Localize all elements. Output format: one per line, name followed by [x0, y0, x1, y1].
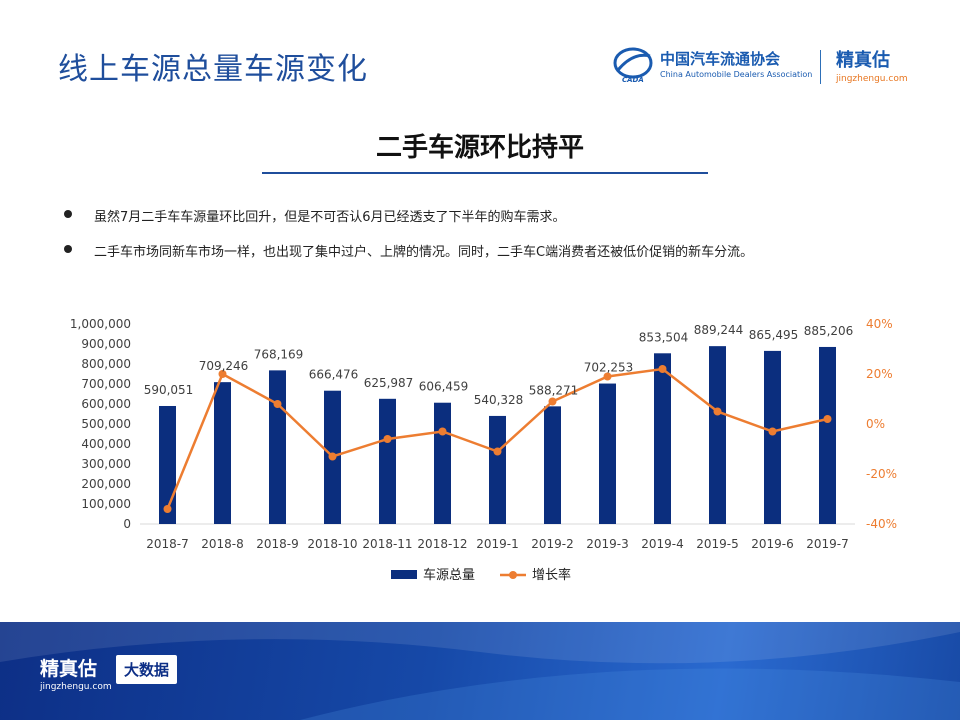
- legend-label-bar: 车源总量: [423, 567, 475, 583]
- y-tick-label-right: -20%: [866, 467, 897, 481]
- y-tick-label-right: 20%: [866, 367, 893, 381]
- bar: [544, 406, 561, 524]
- line-point: [383, 435, 392, 443]
- bar: [764, 350, 781, 524]
- x-tick-label: 2018-7: [146, 537, 189, 551]
- y-tick-label-left: 0: [123, 517, 131, 531]
- x-tick-label: 2019-4: [641, 537, 684, 551]
- bar-data-label: 885,206: [804, 324, 854, 338]
- x-tick-label: 2019-7: [806, 537, 849, 551]
- bullet-item: 二手车市场同新车市场一样，也出现了集中过户、上牌的情况。同时，二手车C端消费者还…: [60, 241, 920, 260]
- bar-data-label: 588,271: [529, 383, 579, 397]
- bullet-dot-icon: [64, 210, 72, 218]
- bar: [489, 415, 506, 524]
- line-point: [713, 407, 722, 416]
- x-tick-label: 2018-8: [201, 537, 244, 551]
- bar: [159, 405, 176, 524]
- y-tick-label-right: 40%: [866, 317, 893, 331]
- combo-chart: 0 100,000 200,000 300,000 400,000 500,000 600,…: [70, 317, 897, 583]
- y-tick-label-left: 900,000: [81, 337, 131, 351]
- line-point: [218, 370, 227, 378]
- line-point: [163, 505, 172, 513]
- caada-mark-text: CADA: [622, 76, 644, 84]
- big-data-badge: 大数据: [116, 655, 178, 684]
- y-tick-label-right: 0%: [866, 417, 885, 431]
- bullet-list: 虽然7月二手车车源量环比回升，但是不可否认6月已经透支了下半年的购车需求。 二手…: [60, 206, 920, 276]
- line-point: [548, 397, 557, 406]
- bullet-text: 虽然7月二手车车源量环比回升，但是不可否认6月已经透支了下半年的购车需求。: [94, 210, 566, 225]
- caada-emblem-icon: CADA: [613, 47, 653, 84]
- bar: [434, 402, 451, 524]
- y-tick-label-left: 800,000: [81, 357, 131, 371]
- line-point: [438, 427, 447, 436]
- bar-data-label: 768,169: [254, 347, 304, 361]
- y-tick-label-left: 700,000: [81, 377, 131, 391]
- caada-name-cn: 中国汽车流通协会: [660, 50, 781, 68]
- jzg-logo: 精真估 jingzhengu.com: [836, 46, 908, 84]
- bar: [214, 382, 231, 524]
- x-tick-label: 2018-11: [362, 537, 412, 551]
- subtitle-underline: [262, 172, 708, 174]
- legend-label-line: 增长率: [532, 567, 571, 583]
- bar-data-label: 865,495: [749, 328, 799, 342]
- bar-data-label: 666,476: [309, 368, 359, 382]
- bullet-item: 虽然7月二手车车源量环比回升，但是不可否认6月已经透支了下半年的购车需求。: [60, 206, 920, 225]
- line-point: [658, 365, 667, 373]
- y-tick-label-left: 600,000: [81, 397, 131, 411]
- bullet-text: 二手车市场同新车市场一样，也出现了集中过户、上牌的情况。同时，二手车C端消费者还…: [94, 245, 754, 260]
- x-tick-label: 2019-2: [531, 537, 574, 551]
- bar: [709, 346, 726, 524]
- x-tick-label: 2018-9: [256, 537, 299, 551]
- caada-name-en: China Automobile Dealers Association: [660, 70, 813, 79]
- footer-brand-url: jingzhengu.com: [40, 682, 112, 692]
- line-point: [328, 452, 337, 461]
- y-tick-label-left: 400,000: [81, 437, 131, 451]
- bar-data-label: 625,987: [364, 376, 414, 390]
- bar: [379, 398, 396, 524]
- line-point: [823, 415, 832, 423]
- line-point: [493, 447, 502, 456]
- bar-data-label: 709,246: [199, 359, 249, 373]
- y-tick-label-right: -40%: [866, 517, 897, 531]
- logo-divider: [820, 50, 821, 84]
- bar-data-label: 540,328: [474, 393, 524, 407]
- x-tick-label: 2019-1: [476, 537, 519, 551]
- bar: [819, 346, 836, 524]
- section-subtitle: 二手车源环比持平: [375, 133, 584, 163]
- bar-data-label: 853,504: [639, 330, 689, 344]
- x-tick-label: 2019-3: [586, 537, 629, 551]
- bar: [654, 353, 671, 524]
- x-tick-label: 2018-10: [307, 537, 357, 551]
- legend-marker-line: [509, 571, 517, 579]
- footer-banner: 精真估 jingzhengu.com 大数据: [0, 622, 960, 720]
- bullet-dot-icon: [64, 245, 72, 253]
- y-tick-label-left: 1,000,000: [70, 317, 131, 331]
- y-tick-label-left: 500,000: [81, 417, 131, 431]
- x-tick-label: 2019-6: [751, 537, 794, 551]
- page-title: 线上车源总量车源变化: [58, 52, 368, 87]
- footer-brand-name: 精真估: [40, 658, 98, 680]
- bar-data-label: 702,253: [584, 361, 634, 375]
- y-tick-label-left: 100,000: [81, 497, 131, 511]
- bar-data-label: 889,244: [694, 323, 744, 337]
- x-tick-label: 2019-5: [696, 537, 739, 551]
- line-point: [768, 427, 777, 436]
- y-tick-label-left: 300,000: [81, 457, 131, 471]
- line-point: [273, 400, 282, 408]
- footer-brand: 精真估 jingzhengu.com: [40, 654, 112, 692]
- bar: [269, 370, 286, 524]
- bar-data-label: 606,459: [419, 380, 469, 394]
- y-tick-label-left: 200,000: [81, 477, 131, 491]
- bar: [599, 383, 616, 524]
- x-tick-label: 2018-12: [417, 537, 467, 551]
- footer-wave-decoration: [0, 622, 960, 720]
- jzg-name: 精真估: [836, 50, 890, 71]
- caada-logo: CADA 中国汽车流通协会 China Automobile Dealers A…: [612, 44, 822, 88]
- line-point: [603, 372, 612, 381]
- legend-swatch-bar: [391, 570, 417, 579]
- bar-data-label: 590,051: [144, 383, 194, 397]
- jzg-url: jingzhengu.com: [836, 74, 908, 84]
